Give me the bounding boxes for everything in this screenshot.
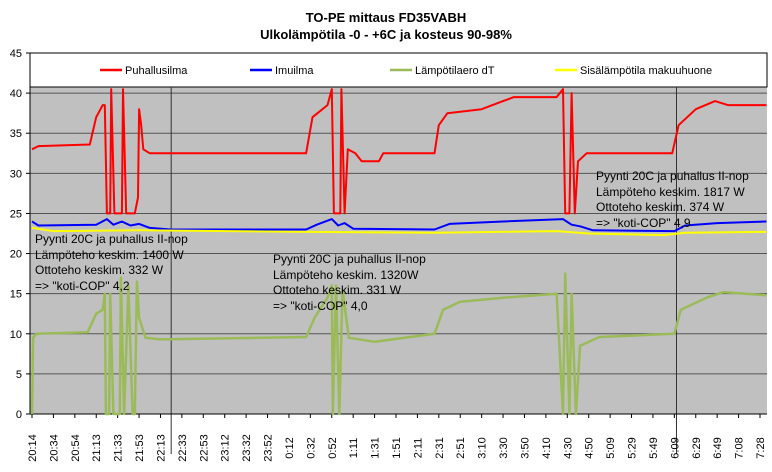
x-tick-label: 23:32 <box>241 434 253 462</box>
y-tick-label: 20 <box>10 249 22 261</box>
x-tick-label: 22:13 <box>155 434 167 462</box>
annotation-line: Ottoteho keskim. 374 W <box>596 200 725 214</box>
annotation-1: Pyynti 20C ja puhallus II-nop Lämpöteho … <box>35 232 188 294</box>
y-tick-label: 35 <box>10 128 22 140</box>
x-tick-label: 6:49 <box>712 437 724 458</box>
x-tick-label: 5:49 <box>648 437 660 458</box>
x-tick-label: 21:13 <box>91 434 103 462</box>
x-tick-label: 2:51 <box>455 437 467 458</box>
legend-label: Imuilma <box>275 65 314 77</box>
annotation-2: Pyynti 20C ja puhallus II-nop Lämpöteho … <box>273 252 426 314</box>
y-tick-label: 25 <box>10 208 22 220</box>
annotation-line: Pyynti 20C ja puhallus II-nop <box>35 232 188 246</box>
y-tick-label: 30 <box>10 168 22 180</box>
annotation-line: Pyynti 20C ja puhallus II-nop <box>596 169 749 183</box>
legend-label: Lämpötilaero dT <box>415 65 495 77</box>
x-tick-label: 20:54 <box>70 434 82 462</box>
series-line-l-mp-tilaero-dt <box>30 272 767 416</box>
x-tick-label: 21:53 <box>134 434 146 462</box>
y-tick-label: 0 <box>16 409 22 421</box>
x-tick-label: 6:09 <box>669 437 681 458</box>
x-tick-label: 7:28 <box>755 437 767 458</box>
annotation-line: Pyynti 20C ja puhallus II-nop <box>273 252 426 266</box>
legend-label: Sisälämpötila makuuhuone <box>580 65 712 77</box>
x-tick-label: 1:51 <box>391 437 403 458</box>
series-line-sis-l-mp-tila-makuuhuone <box>31 226 767 237</box>
series-line-puhallusilma <box>31 88 767 215</box>
y-tick-label: 15 <box>10 289 22 301</box>
x-tick-label: 3:30 <box>498 437 510 458</box>
annotation-line: Ottoteho keskim. 331 W <box>273 283 402 297</box>
annotation-line: Ottoteho keskim. 332 W <box>35 263 164 277</box>
y-tick-label: 10 <box>10 329 22 341</box>
x-tick-label: 0:32 <box>305 437 317 458</box>
chart-subtitle: Ulkolämpötila -0 - +6C ja kosteus 90-98% <box>260 27 512 42</box>
annotation-line: Lämpöteho keskim. 1817 W <box>596 184 745 199</box>
x-tick-label: 21:33 <box>113 434 125 462</box>
x-tick-label: 0:12 <box>284 437 296 458</box>
x-tick-label: 20:34 <box>48 434 60 462</box>
x-tick-label: 4:30 <box>562 437 574 458</box>
plot-area <box>30 87 767 414</box>
x-tick-label: 2:31 <box>434 437 446 458</box>
y-tick-label: 45 <box>10 48 22 60</box>
y-tick-label: 40 <box>10 88 22 100</box>
x-tick-label: 1:31 <box>370 437 382 458</box>
y-tick-label: 5 <box>16 369 22 381</box>
chart-title: TO-PE mittaus FD35VABH <box>305 10 467 25</box>
x-tick-label: 0:52 <box>327 437 339 458</box>
x-tick-label: 4:10 <box>541 437 553 458</box>
annotation-3: Pyynti 20C ja puhallus II-nop Lämpöteho … <box>596 169 749 231</box>
x-tick-label: 5:09 <box>605 437 617 458</box>
legend-label: Puhallusilma <box>125 65 188 77</box>
x-tick-label: 3:50 <box>519 437 531 458</box>
annotation-line: => "koti-COP" 4,9 <box>596 215 691 230</box>
x-tick-label: 7:08 <box>734 437 746 458</box>
x-tick-label: 6:29 <box>691 437 703 458</box>
x-tick-label: 22:33 <box>177 434 189 462</box>
annotation-line: Lämpöteho keskim. 1400 W <box>35 247 184 262</box>
x-tick-label: 23:52 <box>263 434 275 462</box>
x-tick-label: 4:50 <box>584 437 596 458</box>
x-tick-label: 5:29 <box>627 437 639 458</box>
x-tick-label: 3:10 <box>477 437 489 458</box>
annotation-line: => "koti-COP" 4,0 <box>273 298 368 313</box>
annotation-line: => "koti-COP" 4,2 <box>35 278 130 293</box>
x-tick-label: 20:14 <box>27 434 39 462</box>
annotation-line: Lämpöteho keskim. 1320W <box>273 267 419 282</box>
series-line-imuilma <box>31 218 767 233</box>
x-tick-label: 2:11 <box>412 438 424 459</box>
x-tick-label: 22:53 <box>198 434 210 462</box>
x-tick-label: 23:12 <box>220 434 232 462</box>
x-tick-label: 1:11 <box>348 438 360 459</box>
